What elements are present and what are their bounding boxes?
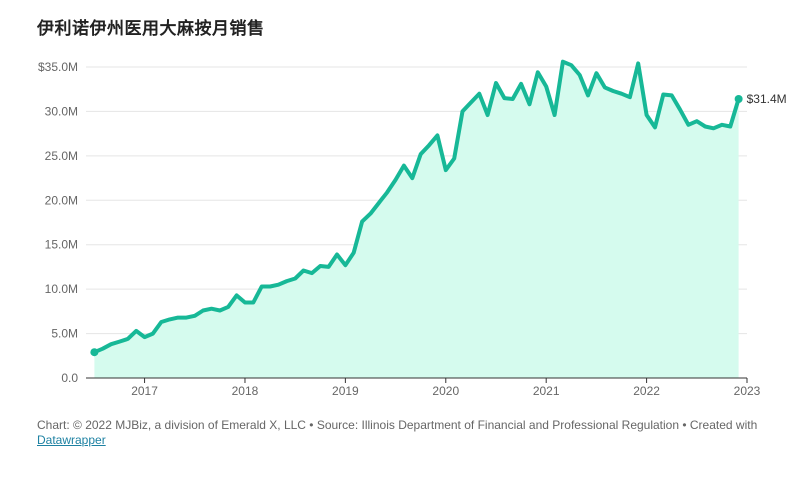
sales-line (92, 59, 741, 355)
datawrapper-link[interactable]: Datawrapper (37, 433, 106, 447)
x-tick-label: 2017 (131, 384, 158, 398)
y-tick-label: 15.0M (45, 238, 78, 252)
y-tick-label: 0.0 (61, 371, 78, 385)
y-tick-label: 25.0M (45, 149, 78, 163)
footer-credit-text: Chart: © 2022 MJBiz, a division of Emera… (37, 418, 758, 432)
y-tick-label: 30.0M (45, 104, 78, 118)
end-markers: $31.4M (90, 92, 787, 357)
chart-title: 伊利诺伊州医用大麻按月销售 (37, 19, 265, 39)
x-tick-label: 2018 (232, 384, 259, 398)
area-chart: 0.0 5.0M 10.0M 15.0M 20.0M 25.0M 30.0M $35.0M 2… (38, 59, 787, 398)
x-tick-label: 2020 (432, 384, 459, 398)
sales-area (94, 61, 739, 378)
chart-footer: Chart: © 2022 MJBiz, a division of Emera… (37, 418, 767, 448)
x-tick-label: 2021 (533, 384, 560, 398)
x-tick-label: 2022 (633, 384, 660, 398)
y-tick-label: $35.0M (38, 60, 78, 74)
end-point (734, 94, 743, 103)
y-tick-label: 5.0M (51, 327, 78, 341)
y-tick-label: 20.0M (45, 193, 78, 207)
end-value-label: $31.4M (747, 92, 787, 106)
x-tick-label: 2023 (734, 384, 761, 398)
y-axis-labels: 0.0 5.0M 10.0M 15.0M 20.0M 25.0M 30.0M $35.0M (38, 60, 78, 385)
start-point (90, 348, 99, 357)
x-tick-label: 2019 (332, 384, 359, 398)
y-tick-label: 10.0M (45, 282, 78, 296)
x-axis-ticks: 2017 2018 2019 2020 2021 2022 2023 (131, 378, 761, 398)
